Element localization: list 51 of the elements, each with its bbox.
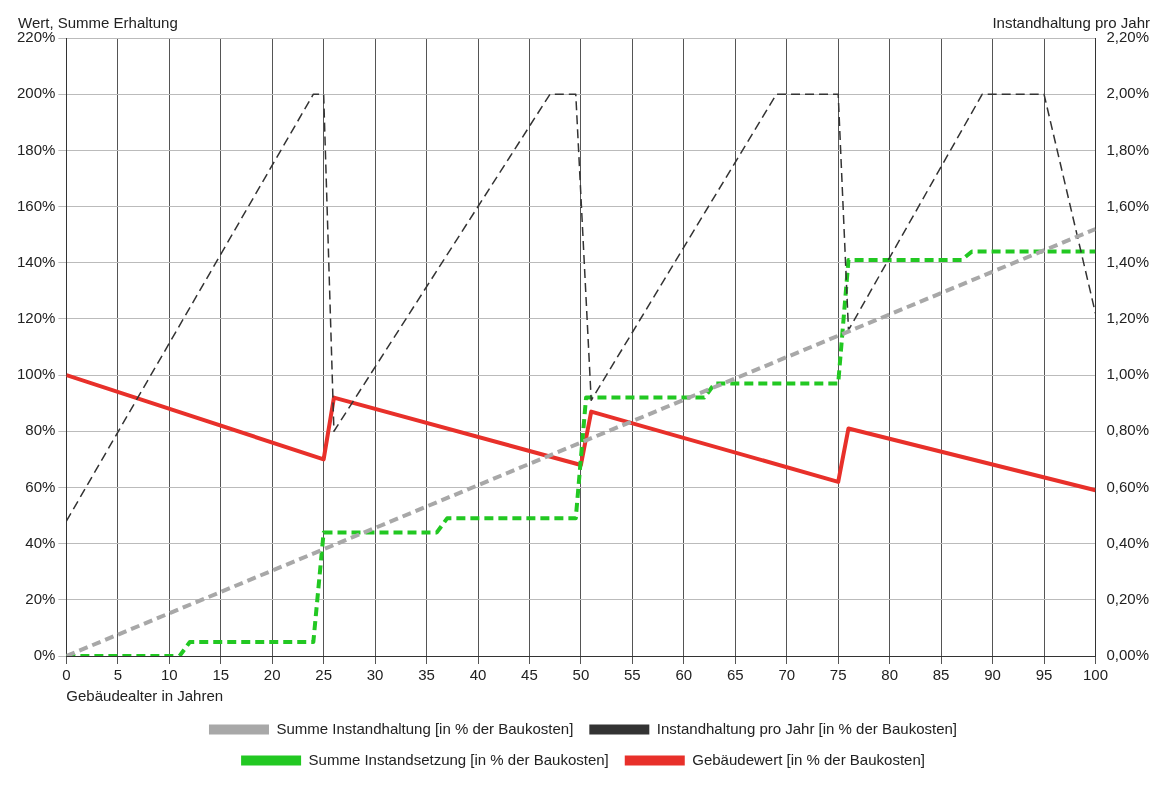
y2-tick-label: 0,20%	[1106, 589, 1150, 607]
y-tick-label: 200%	[16, 84, 56, 102]
y-tick-label: 40%	[25, 533, 56, 551]
y-tick-label: 140%	[16, 252, 56, 270]
x-tick-label: 5	[113, 666, 122, 684]
y-tick-label: 120%	[16, 309, 56, 327]
x-tick-label: 25	[315, 666, 332, 684]
x-tick-label: 0	[62, 666, 71, 684]
x-tick-label: 100	[1082, 666, 1108, 684]
y2-tick-label: 2,20%	[1106, 28, 1150, 46]
y-tick-label: 80%	[25, 421, 56, 439]
y-tick-label: 60%	[25, 477, 56, 495]
x-tick-label: 80	[881, 666, 898, 684]
x-tick-label: 60	[675, 666, 693, 684]
y2-tick-label: 1,80%	[1106, 140, 1150, 158]
legend-label: Instandhaltung pro Jahr [in % der Baukosten]	[656, 719, 958, 737]
x-tick-label: 15	[212, 666, 230, 684]
y2-tick-label: 0,80%	[1106, 421, 1150, 439]
y2-tick-label: 2,00%	[1106, 84, 1150, 102]
y2-tick-label: 1,20%	[1106, 309, 1150, 327]
x-tick-label: 40	[469, 666, 487, 684]
y2-tick-label: 0,60%	[1106, 477, 1150, 495]
x-tick-label: 55	[624, 666, 641, 684]
y-tick-label: 160%	[16, 196, 56, 214]
x-tick-label: 35	[418, 666, 435, 684]
x-tick-label: 90	[984, 666, 1001, 684]
legend-label: Summe Instandsetzung [in % der Baukosten]	[308, 750, 609, 768]
x-tick-label: 85	[932, 666, 950, 684]
legend-label: Gebäudewert [in % der Baukosten]	[692, 750, 925, 768]
x-tick-label: 95	[1035, 666, 1053, 684]
x-tick-label: 50	[572, 666, 590, 684]
x-tick-label: 70	[778, 666, 796, 684]
y-tick-label: 100%	[16, 365, 56, 383]
x-tick-label: 30	[366, 666, 384, 684]
y-tick-label: 180%	[16, 140, 56, 158]
y-tick-label: 20%	[25, 589, 56, 607]
y2-tick-label: 0,00%	[1106, 646, 1150, 664]
x-axis-title: Gebäudealter in Jahren	[66, 687, 224, 705]
x-tick-label: 10	[160, 666, 178, 684]
x-tick-label: 65	[726, 666, 744, 684]
y2-tick-label: 1,40%	[1106, 252, 1150, 270]
y-tick-label: 0%	[33, 646, 56, 664]
y2-axis-title: Instandhaltung pro Jahr	[992, 13, 1150, 31]
x-tick-label: 45	[521, 666, 538, 684]
y-axis-title: Wert, Summe Erhaltung	[18, 13, 178, 31]
y2-tick-label: 0,40%	[1106, 533, 1150, 551]
y2-tick-label: 1,00%	[1106, 365, 1150, 383]
x-tick-label: 20	[263, 666, 281, 684]
y2-tick-label: 1,60%	[1106, 196, 1150, 214]
x-tick-label: 75	[829, 666, 847, 684]
legend-label: Summe Instandhaltung [in % der Baukosten]	[276, 719, 574, 737]
